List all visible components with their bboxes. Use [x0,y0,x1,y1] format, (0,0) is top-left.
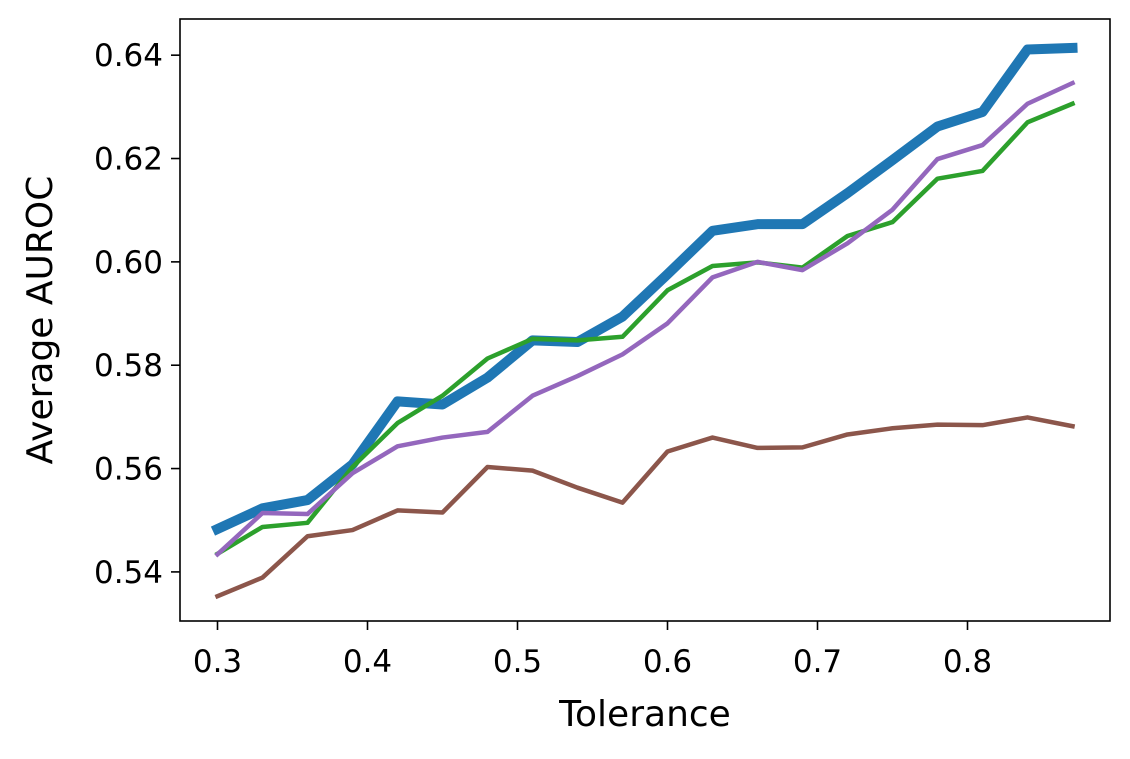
y-tick-label: 0.54 [94,555,163,591]
y-tick-label: 0.62 [94,142,163,178]
x-tick-label: 0.3 [193,644,242,680]
series-layer [210,42,1078,600]
series-line-1 [210,42,1078,536]
x-axis-label: Tolerance [558,694,731,735]
x-tick-label: 0.6 [643,644,692,680]
tick-layer: 0.3 0.4 0.5 0.6 0.7 0.8 0.54 0.56 0.58 0.60 0.62 0.… [94,38,992,680]
x-tick-label: 0.5 [493,644,542,680]
series-line-2 [214,100,1076,557]
series-line-4 [214,415,1076,600]
plot-frame [179,18,1111,622]
y-tick-label: 0.60 [94,245,163,281]
y-tick-label: 0.58 [94,348,163,384]
series-line-3 [214,80,1076,558]
y-tick-label: 0.64 [94,38,163,74]
y-tick-label: 0.56 [94,452,163,488]
y-axis-label: Average AUROC [20,176,61,465]
x-tick-label: 0.7 [793,644,842,680]
x-tick-label: 0.4 [343,644,392,680]
x-tick-label: 0.8 [943,644,992,680]
